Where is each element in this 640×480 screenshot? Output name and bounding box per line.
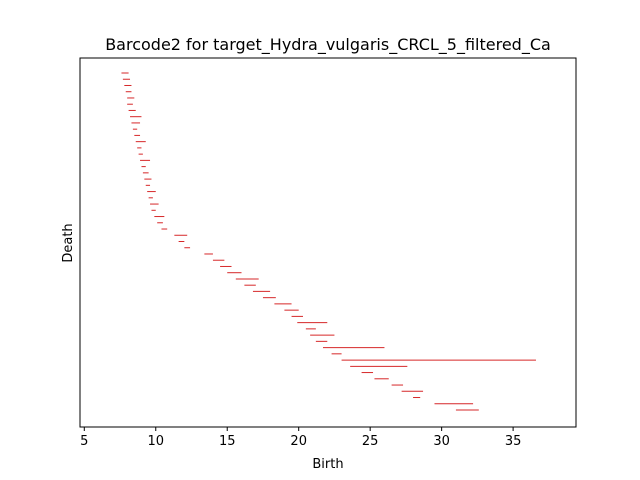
barcode-bars bbox=[121, 72, 536, 411]
x-axis-label: Birth bbox=[312, 457, 343, 472]
x-tick-label: 20 bbox=[290, 434, 307, 449]
x-tick-label: 5 bbox=[80, 434, 88, 449]
y-axis-label: Death bbox=[61, 223, 76, 262]
x-tick-label: 35 bbox=[505, 434, 522, 449]
plot-frame bbox=[79, 57, 577, 428]
x-axis-ticks: 5 10 15 20 25 30 35 bbox=[80, 427, 521, 449]
x-tick-label: 10 bbox=[147, 434, 164, 449]
x-tick-label: 25 bbox=[362, 434, 379, 449]
x-tick-label: 15 bbox=[219, 434, 236, 449]
chart-title: Barcode2 for target_Hydra_vulgaris_CRCL_… bbox=[105, 35, 551, 55]
x-tick-label: 30 bbox=[433, 434, 450, 449]
